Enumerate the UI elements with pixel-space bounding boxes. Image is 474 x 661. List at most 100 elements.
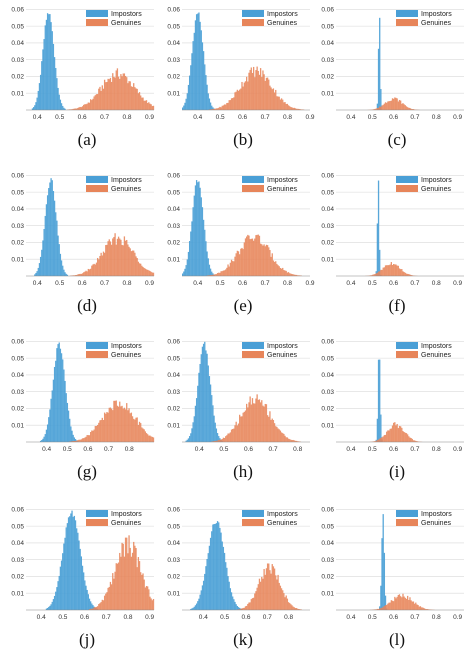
x-tick-label: 0.4	[193, 280, 202, 287]
genuines-bar	[213, 274, 215, 276]
genuines-bar	[227, 433, 229, 442]
genuines-bar	[390, 600, 393, 610]
x-tick-label: 0.7	[410, 614, 419, 621]
genuines-bar	[280, 268, 283, 276]
panel-label: (b)	[233, 130, 253, 149]
genuines-bar	[142, 266, 144, 276]
impostors-bar	[41, 440, 43, 442]
genuines-bar	[252, 403, 255, 442]
genuines-bar	[379, 438, 381, 442]
impostors-bar	[55, 591, 57, 610]
genuines-bar	[213, 108, 215, 110]
genuines-bar	[244, 81, 247, 110]
genuines-bar	[276, 579, 278, 610]
y-tick-label: 0.02	[167, 574, 180, 581]
genuines-bar	[250, 599, 252, 610]
genuines-bar	[275, 575, 277, 610]
genuines-bar	[133, 541, 135, 610]
genuines-bar	[283, 433, 285, 442]
genuines-bar	[382, 104, 384, 110]
y-tick-label: 0.06	[321, 339, 334, 346]
impostors-bar	[379, 359, 381, 442]
impostors-bar	[182, 107, 184, 110]
impostors-bar	[59, 566, 62, 610]
impostors-bar	[199, 363, 201, 442]
genuines-bar	[101, 417, 103, 442]
genuines-bar	[405, 273, 408, 276]
genuines-bar	[270, 256, 272, 276]
impostors-legend-swatch	[396, 342, 418, 349]
y-tick-label: 0.06	[11, 507, 24, 514]
genuines-bar	[391, 600, 394, 610]
y-tick-label: 0.02	[167, 240, 180, 247]
genuines-bar	[380, 269, 382, 276]
genuines-bar	[400, 100, 402, 110]
genuines-bar	[144, 268, 147, 276]
y-tick-label: 0.04	[321, 372, 334, 379]
genuines-bar	[397, 101, 399, 110]
impostors-bar	[41, 61, 43, 110]
impostors-bar	[63, 107, 65, 110]
genuines-bar	[254, 77, 256, 110]
genuines-bar	[88, 435, 91, 442]
genuines-bar	[246, 236, 248, 276]
genuines-bar	[272, 88, 275, 110]
genuines-bar	[376, 107, 379, 110]
x-tick-label: 0.8	[283, 280, 292, 287]
genuines-bar	[273, 568, 276, 610]
genuines-bar	[147, 434, 149, 442]
genuines-bar	[276, 426, 278, 442]
genuines-bar	[273, 92, 276, 110]
genuines-bar	[234, 425, 236, 442]
impostors-bar	[65, 527, 67, 610]
impostors-bar	[200, 590, 202, 610]
impostors-legend-label: Impostors	[421, 511, 452, 518]
impostors-bar	[187, 438, 190, 442]
genuines-bar	[375, 609, 377, 610]
genuines-legend-swatch	[86, 185, 108, 192]
genuines-bar	[254, 403, 256, 442]
impostors-bar	[194, 185, 197, 276]
genuines-bar	[410, 108, 412, 110]
impostors-bar	[214, 422, 216, 442]
genuines-bar	[268, 416, 270, 442]
genuines-bar	[123, 556, 126, 610]
genuines-bar	[292, 606, 294, 610]
impostors-bar	[65, 273, 67, 276]
y-tick-label: 0.01	[11, 256, 24, 263]
genuines-bar	[280, 98, 283, 110]
impostors-bar	[190, 65, 192, 110]
genuines-bar	[400, 596, 402, 610]
genuines-bar	[109, 407, 112, 442]
x-tick-label: 0.6	[238, 114, 247, 121]
genuines-bar	[214, 274, 216, 276]
genuines-bar	[71, 109, 73, 110]
impostors-bar	[186, 259, 188, 276]
x-tick-label: 0.5	[58, 614, 67, 621]
genuines-bar	[100, 602, 102, 610]
genuines-bar	[247, 234, 249, 276]
genuines-bar	[396, 265, 398, 276]
genuines-bar	[99, 420, 101, 442]
genuines-bar	[134, 419, 136, 442]
genuines-bar	[243, 607, 245, 610]
genuines-bar	[91, 100, 93, 110]
genuines-bar	[424, 608, 426, 610]
impostors-bar	[62, 359, 64, 442]
impostors-bar	[36, 271, 38, 276]
genuines-bar	[79, 273, 81, 276]
impostors-bar	[195, 603, 198, 610]
genuines-bar	[293, 274, 296, 276]
genuines-bar	[105, 82, 107, 110]
genuines-bar	[417, 605, 419, 610]
y-tick-label: 0.04	[167, 372, 180, 379]
histogram-svg: 0.01 0.02 0.03 0.04 0.05 0.06 0.4 0.5 0.6 0.7 0.8 0…	[11, 507, 154, 621]
genuines-bar	[282, 590, 284, 610]
genuines-bar	[411, 438, 413, 442]
impostors-bar	[195, 14, 198, 111]
histogram-panel: 0.01 0.02 0.03 0.04 0.05 0.06 0.4 0.5 0.6 0.7 0.8 0…	[11, 504, 162, 656]
genuines-bar	[251, 72, 254, 110]
genuines-bar	[258, 74, 261, 110]
genuines-bar	[412, 601, 415, 610]
genuines-bar	[395, 97, 397, 110]
